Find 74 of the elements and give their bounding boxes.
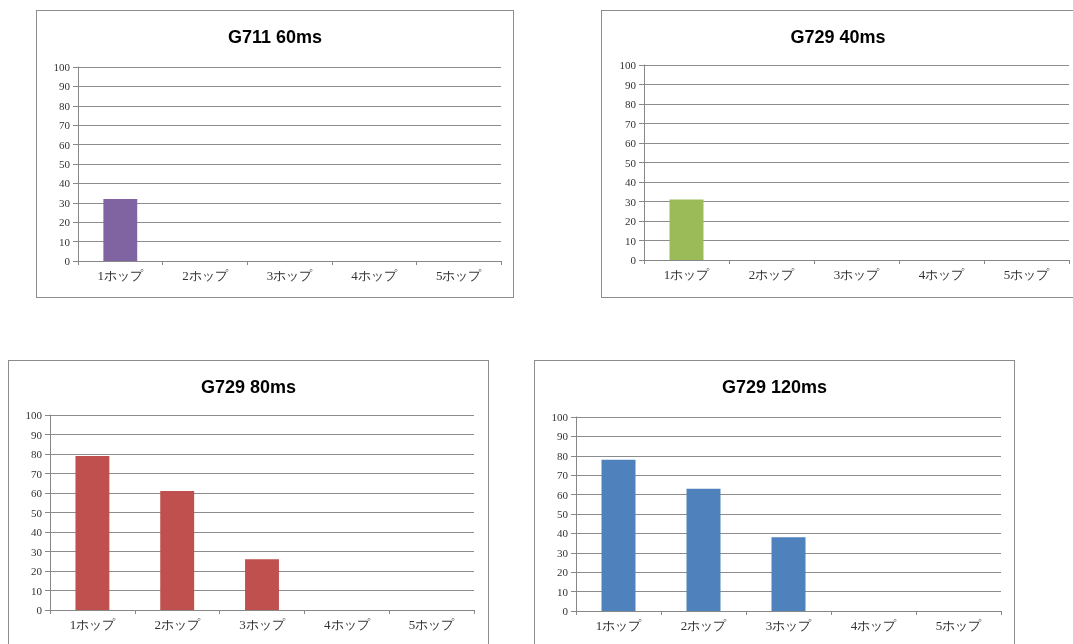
x-tick-label: 1ホップ bbox=[69, 617, 117, 632]
bar bbox=[686, 488, 721, 611]
y-tick-label: 70 bbox=[31, 467, 43, 480]
y-tick-label: 10 bbox=[59, 235, 71, 248]
y-tick-label: 50 bbox=[59, 158, 71, 170]
y-tick-label: 0 bbox=[64, 255, 71, 267]
y-tick-label: 80 bbox=[31, 448, 43, 460]
y-tick-label: 10 bbox=[557, 585, 569, 598]
y-tick-label: 60 bbox=[59, 138, 71, 151]
y-tick-label: 50 bbox=[625, 156, 637, 169]
y-tick-label: 70 bbox=[59, 119, 71, 132]
x-tick-label: 1ホップ bbox=[663, 267, 711, 282]
x-tick-label: 3ホップ bbox=[239, 617, 286, 632]
y-tick-label: 30 bbox=[625, 195, 637, 208]
y-tick-label: 40 bbox=[31, 526, 43, 538]
x-tick-label: 2ホップ bbox=[748, 267, 796, 282]
x-tick-label: 5ホップ bbox=[935, 618, 983, 633]
y-tick-label: 30 bbox=[557, 546, 569, 559]
y-tick-label: 80 bbox=[59, 99, 71, 112]
y-tick-label: 30 bbox=[59, 196, 71, 209]
y-tick-label: 100 bbox=[551, 411, 569, 423]
y-tick-label: 90 bbox=[557, 430, 569, 443]
y-tick-label: 100 bbox=[53, 61, 71, 73]
y-tick-label: 40 bbox=[557, 527, 569, 540]
y-tick-label: 70 bbox=[625, 117, 637, 130]
y-tick-label: 0 bbox=[36, 604, 43, 616]
y-tick-label: 10 bbox=[625, 234, 637, 247]
x-tick-label: 2ホップ bbox=[680, 618, 728, 633]
y-tick-label: 80 bbox=[625, 98, 637, 110]
chart-title: G711 60ms bbox=[227, 27, 323, 47]
x-tick-label: 4ホップ bbox=[918, 267, 966, 282]
x-tick-label: 4ホップ bbox=[324, 617, 371, 632]
y-tick-label: 90 bbox=[59, 80, 71, 93]
y-tick-label: 20 bbox=[625, 215, 637, 227]
y-tick-label: 90 bbox=[625, 78, 637, 91]
y-tick-label: 70 bbox=[557, 469, 569, 482]
y-tick-label: 60 bbox=[625, 137, 637, 149]
bar bbox=[75, 455, 110, 610]
bar bbox=[601, 459, 636, 611]
chart-title: G729 40ms bbox=[790, 27, 886, 47]
y-tick-label: 50 bbox=[31, 506, 43, 519]
y-tick-label: 100 bbox=[25, 409, 43, 421]
y-tick-label: 80 bbox=[557, 449, 569, 462]
y-tick-label: 100 bbox=[619, 59, 637, 71]
chart-title: G729 80ms bbox=[200, 377, 297, 397]
y-tick-label: 40 bbox=[59, 177, 71, 190]
bar bbox=[245, 559, 279, 610]
x-tick-label: 2ホップ bbox=[182, 268, 229, 283]
chart-title: G729 120ms bbox=[721, 377, 828, 397]
y-tick-label: 50 bbox=[557, 508, 569, 520]
y-tick-label: 20 bbox=[557, 566, 569, 579]
x-tick-label: 3ホップ bbox=[765, 618, 813, 633]
y-tick-label: 20 bbox=[59, 216, 71, 229]
y-tick-label: 60 bbox=[31, 487, 43, 499]
y-tick-label: 0 bbox=[562, 605, 569, 617]
x-tick-label: 4ホップ bbox=[351, 268, 398, 283]
x-tick-label: 3ホップ bbox=[266, 268, 314, 283]
y-tick-label: 0 bbox=[630, 254, 637, 266]
y-tick-label: 90 bbox=[31, 428, 43, 441]
x-tick-label: 1ホップ bbox=[97, 268, 145, 283]
y-tick-label: 10 bbox=[31, 584, 43, 597]
y-tick-label: 60 bbox=[557, 488, 569, 501]
bar bbox=[771, 537, 806, 611]
x-tick-label: 5ホップ bbox=[435, 268, 483, 283]
x-tick-label: 2ホップ bbox=[154, 617, 201, 632]
x-tick-label: 5ホップ bbox=[1003, 267, 1051, 282]
y-tick-label: 30 bbox=[31, 545, 43, 558]
x-tick-label: 1ホップ bbox=[595, 618, 643, 633]
y-tick-label: 40 bbox=[625, 176, 637, 188]
x-tick-label: 5ホップ bbox=[408, 617, 456, 632]
x-tick-label: 3ホップ bbox=[833, 267, 881, 282]
y-tick-label: 20 bbox=[31, 565, 43, 577]
bar bbox=[160, 491, 195, 610]
x-tick-label: 4ホップ bbox=[850, 618, 898, 633]
